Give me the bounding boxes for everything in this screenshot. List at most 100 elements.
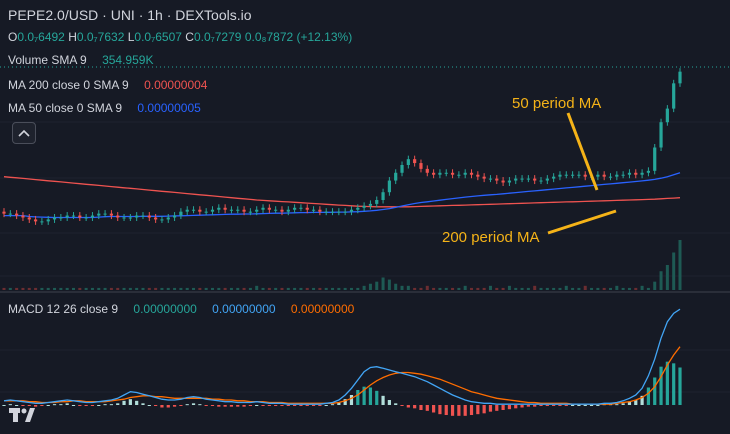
volume-bars (2, 240, 682, 290)
macd-hist-bar (116, 403, 120, 405)
macd-hist-bar (286, 405, 290, 406)
volume-bar (280, 287, 284, 290)
macd-hist-bar (539, 405, 543, 406)
candle (627, 172, 632, 175)
volume-bar (463, 285, 467, 290)
candle (27, 217, 31, 220)
macd-hist-bar (596, 405, 600, 406)
volume-bar (400, 285, 404, 290)
volume-bar (571, 287, 575, 290)
ohlc-row: O0.0₇6492 H0.0₇7632 L0.0₇6507 C0.0₇7279 … (8, 30, 352, 44)
macd-hist-bar (274, 405, 278, 406)
macd-hist-bar (577, 405, 581, 406)
annotation-ma200: 200 period MA (442, 229, 540, 246)
macd-histogram (2, 361, 682, 416)
volume-bar (545, 287, 549, 290)
ma50-value: 0.00000005 (137, 101, 201, 115)
candle (299, 207, 303, 209)
volume-bar (160, 287, 164, 290)
volume-bar (495, 287, 499, 290)
candle (646, 170, 651, 173)
volume-bar (558, 287, 562, 290)
volume-bar (659, 271, 663, 290)
chart-grid (0, 66, 730, 393)
macd-line (3, 308, 681, 405)
volume-bar (627, 287, 631, 290)
candle (160, 219, 164, 221)
candle (400, 165, 404, 173)
macd-signal-line (4, 346, 681, 405)
ma50-legend[interactable]: MA 50 close 0 SMA 9 0.00000005 (8, 101, 201, 115)
volume-bar (444, 287, 448, 290)
macd-hist-bar (469, 405, 474, 415)
macd-hist-bar (97, 405, 101, 406)
volume-bar (255, 285, 259, 290)
volume-bar (552, 287, 556, 290)
candle (362, 205, 366, 208)
volume-bar (609, 287, 613, 290)
collapse-legend-button[interactable] (12, 122, 36, 144)
candle (665, 108, 669, 123)
ma200-arrow-line (547, 209, 617, 235)
macd-hist-bar (589, 405, 594, 406)
volume-bar (514, 287, 518, 290)
volume-bar (539, 287, 543, 290)
candle (103, 213, 107, 215)
candle (330, 211, 335, 213)
volume-legend[interactable]: Volume SMA 9 354.959K (8, 53, 153, 67)
macd-hist-bar (8, 404, 12, 406)
macd-hist-bar (2, 405, 6, 406)
candle (33, 219, 38, 222)
macd-hist-bar (305, 405, 309, 406)
candle (135, 215, 139, 218)
tradingview-logo-icon[interactable] (8, 404, 36, 426)
macd-hist-bar (583, 405, 587, 406)
volume-bar (596, 287, 600, 290)
candle (457, 174, 461, 176)
macd-hist-bar (425, 405, 429, 411)
candle (172, 215, 177, 218)
ma200-legend[interactable]: MA 200 close 0 SMA 9 0.00000004 (8, 78, 207, 92)
macd-legend[interactable]: MACD 12 26 close 9 0.00000000 0.00000000… (8, 302, 354, 316)
volume-bar (451, 287, 455, 290)
macd-hist-bar (78, 405, 82, 406)
macd-hist-bar (65, 403, 69, 405)
volume-bar (173, 287, 177, 290)
volume-bar (229, 287, 233, 290)
candle (608, 176, 613, 178)
macd-hist-bar (154, 405, 158, 406)
macd-hist-bar (362, 386, 366, 405)
volume-bar (84, 287, 88, 290)
macd-hist-bar (368, 387, 373, 405)
candle (90, 215, 95, 218)
volume-bar (640, 285, 644, 290)
macd-hist-bar (400, 405, 404, 406)
macd-hist-bar (179, 405, 183, 406)
macd-hist-bar (526, 405, 530, 407)
volume-bar (362, 285, 366, 290)
candle (116, 215, 120, 218)
macd-hist-bar (280, 405, 284, 406)
candle (242, 209, 246, 212)
candle (387, 180, 391, 193)
candle (349, 209, 354, 212)
candle (419, 163, 423, 169)
candle (128, 217, 132, 219)
macd-hist-bar (160, 405, 164, 408)
candle (520, 178, 524, 180)
annotations: 50 period MA 200 period MA (442, 95, 617, 246)
symbol-title[interactable]: PEPE2.0/USD · UNI · 1h · DEXTools.io (8, 7, 252, 23)
macd-hist-bar (40, 405, 44, 406)
candle (425, 168, 429, 173)
volume-bar (533, 285, 537, 290)
volume-bar (78, 287, 82, 290)
close-label: C (185, 30, 194, 44)
macd-hist-bar (236, 405, 240, 407)
macd-hist-bar (109, 404, 114, 406)
candle (52, 217, 57, 220)
macd-hist-bar (33, 405, 38, 407)
volume-bar (97, 287, 101, 290)
candle (413, 159, 417, 164)
macd-hist-bar (229, 405, 234, 407)
